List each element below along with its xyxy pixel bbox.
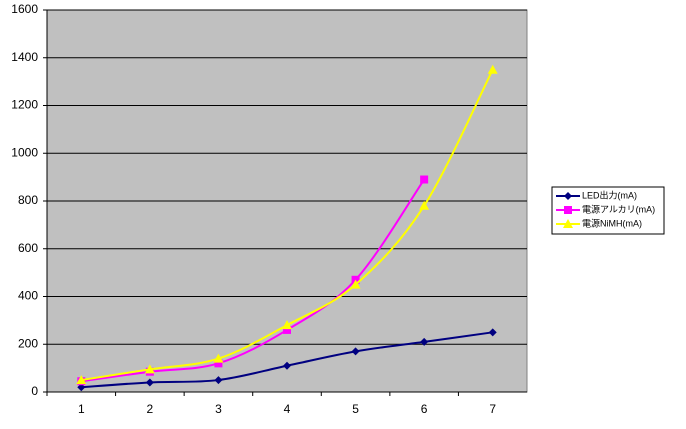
y-tick-label: 400 <box>18 289 38 303</box>
y-tick-label: 1000 <box>11 145 38 159</box>
marker <box>420 337 429 346</box>
x-tick-label: 1 <box>78 402 85 416</box>
legend: LED出力(mA) 電源アルカリ(mA) 電源NiMH(mA) <box>551 186 665 235</box>
y-tick-label: 1200 <box>11 98 38 112</box>
marker <box>213 353 224 363</box>
marker <box>214 376 223 385</box>
y-tick-label: 0 <box>31 384 38 398</box>
y-tick-label: 1400 <box>11 50 38 64</box>
y-tick-label: 200 <box>18 336 38 350</box>
x-tick-label: 4 <box>284 402 291 416</box>
legend-label: 電源アルカリ(mA) <box>582 204 655 214</box>
legend-marker <box>563 219 573 228</box>
legend-marker <box>564 206 572 214</box>
marker <box>144 364 155 374</box>
y-tick-label: 600 <box>18 241 38 255</box>
x-tick-label: 2 <box>147 402 154 416</box>
marker <box>283 325 291 334</box>
marker <box>283 361 291 370</box>
x-tick-label: 6 <box>421 402 428 416</box>
marker <box>487 64 498 74</box>
marker <box>145 378 154 387</box>
y-tick-label: 1600 <box>11 2 38 16</box>
x-tick-label: 5 <box>352 402 359 416</box>
marker <box>488 328 497 337</box>
x-tick-label: 3 <box>215 402 222 416</box>
legend-label: 電源NiMH(mA) <box>582 218 642 228</box>
marker <box>420 175 429 184</box>
marker <box>351 347 360 356</box>
marker <box>214 359 223 368</box>
marker <box>419 200 430 210</box>
marker <box>76 375 87 385</box>
marker <box>350 279 361 289</box>
marker <box>282 320 292 330</box>
legend-label: LED出力(mA) <box>582 189 637 200</box>
y-tick-label: 800 <box>18 193 38 207</box>
legend-marker <box>564 192 572 200</box>
x-tick-label: 7 <box>489 402 496 416</box>
